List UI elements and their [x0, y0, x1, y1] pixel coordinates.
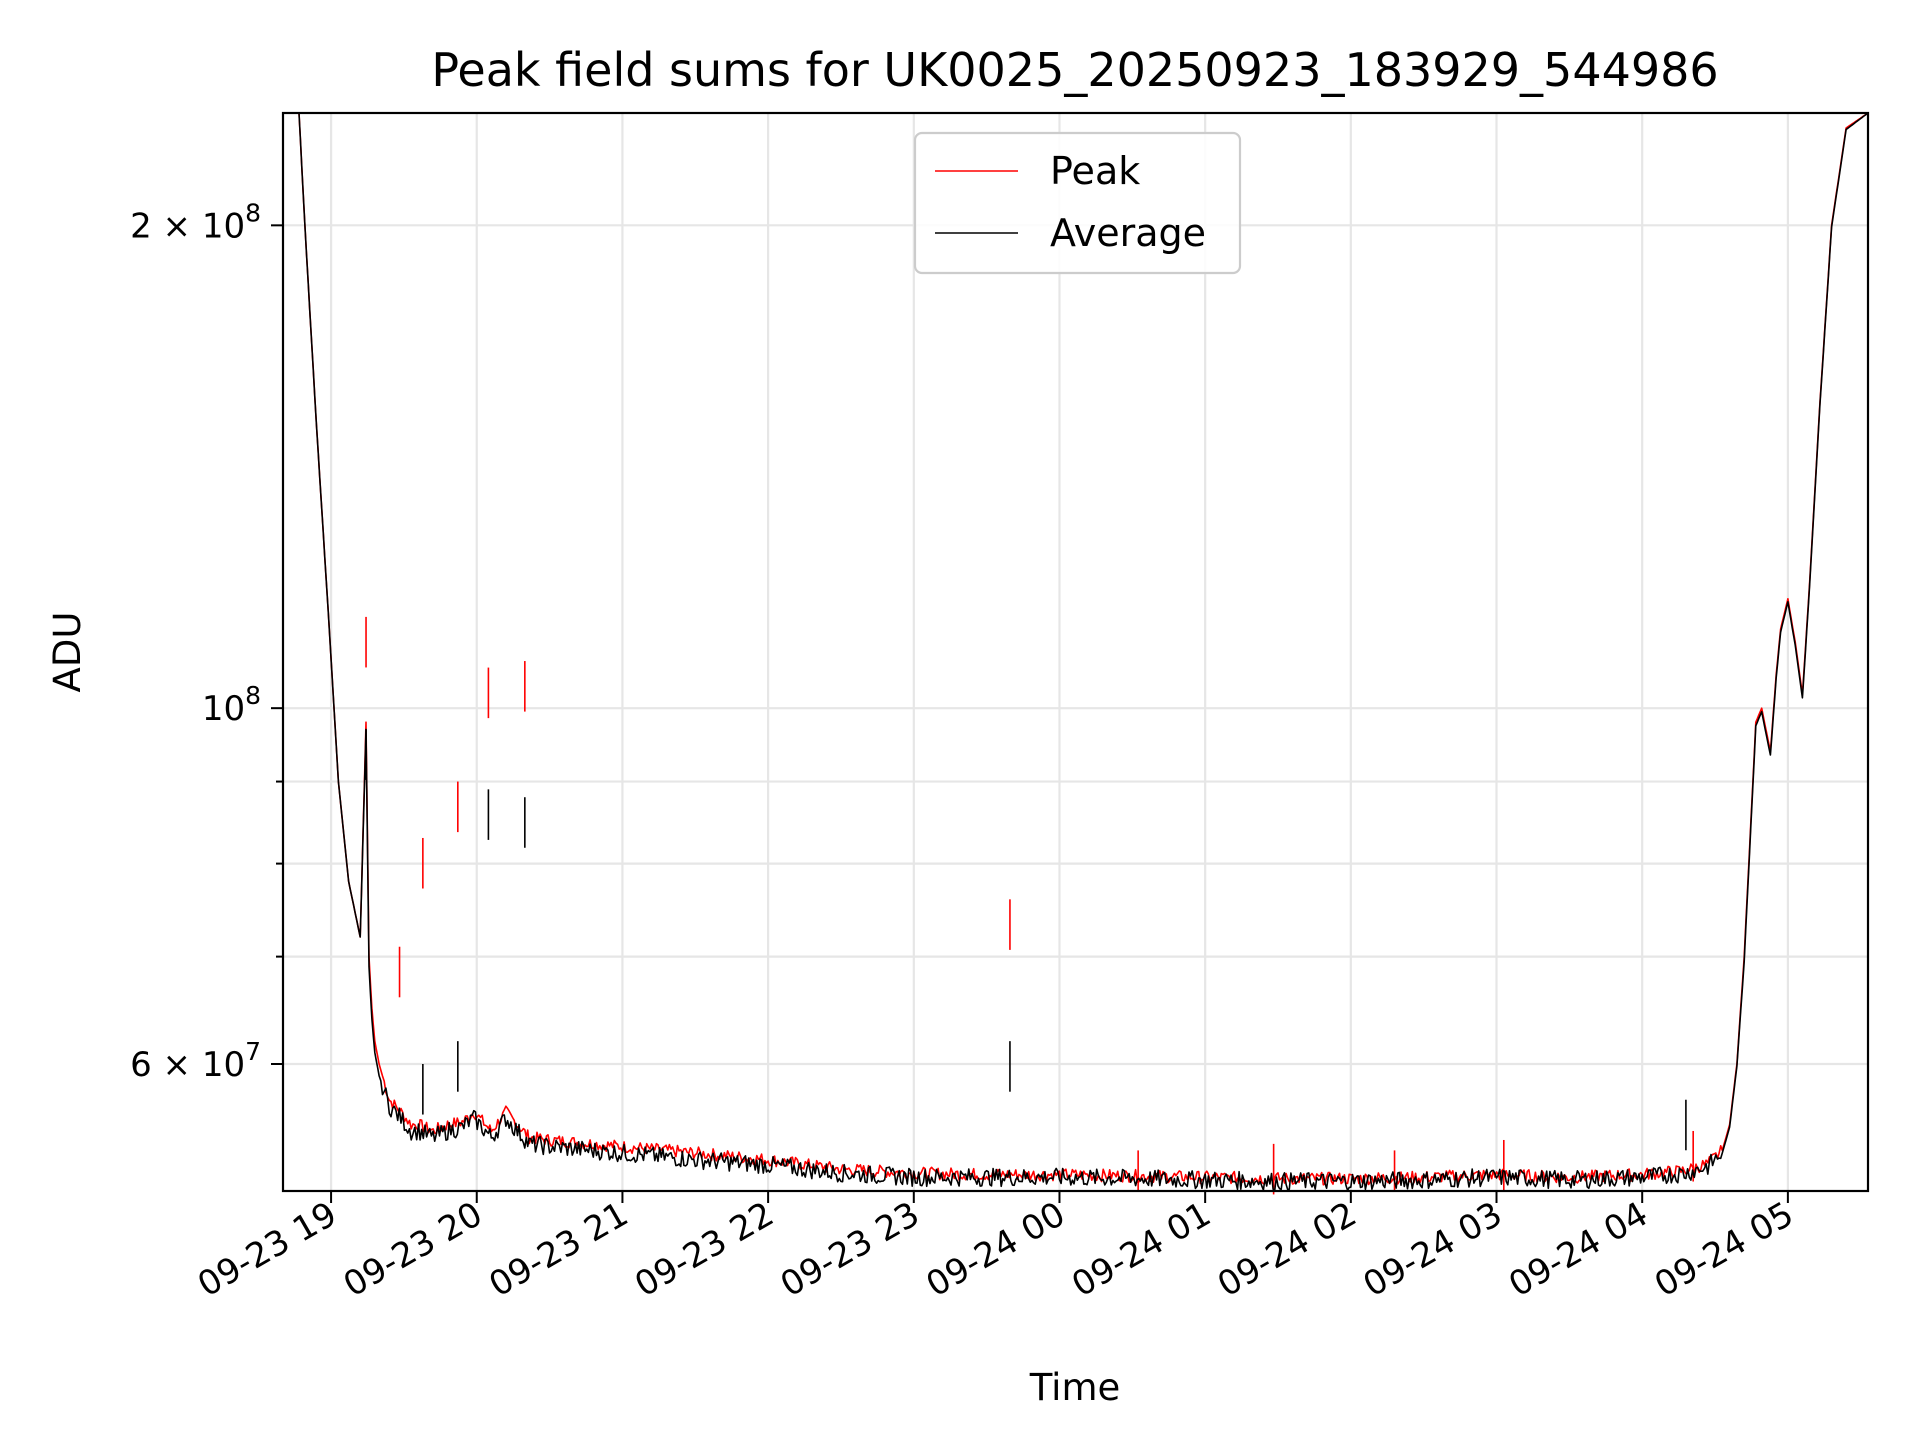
y-tick-label: 108 — [202, 681, 261, 729]
x-axis-label: Time — [1029, 1366, 1121, 1409]
series-layer — [283, 112, 1869, 1195]
y-tick-label: 6 × 107 — [130, 1037, 261, 1085]
legend: Peak Average — [913, 131, 1242, 275]
y-tick-label: 2 × 108 — [130, 198, 261, 246]
y-axis-label: ADU — [46, 612, 89, 693]
legend-average-label: Average — [1050, 211, 1206, 255]
series-peak-line — [283, 112, 1869, 1186]
series-average-line — [283, 112, 1869, 1192]
plot-frame — [281, 111, 1870, 1193]
chart-title: Peak field sums for UK0025_20250923_1839… — [431, 43, 1718, 97]
legend-box — [913, 131, 1242, 275]
legend-peak-label: Peak — [1050, 149, 1140, 193]
grid-layer — [283, 113, 1868, 1191]
